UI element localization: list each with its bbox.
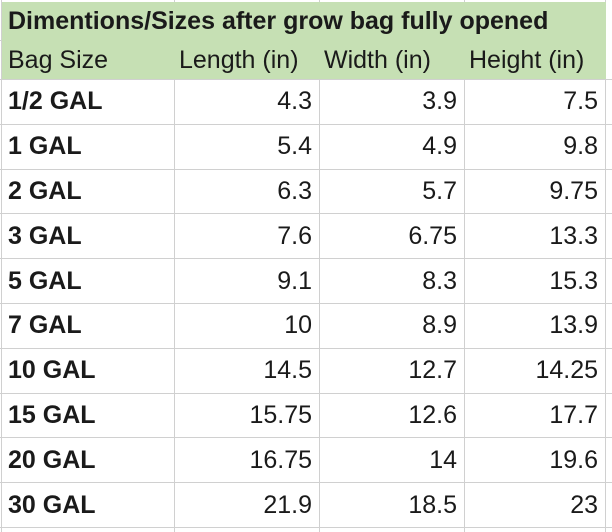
table-row: 15 GAL 15.75 12.6 17.7 <box>0 393 612 439</box>
column-header-width: Width (in) <box>320 41 465 79</box>
grid-sliver-left <box>0 80 2 124</box>
table-row: 1 GAL 5.4 4.9 9.8 <box>0 124 612 170</box>
length-cell: 5.4 <box>175 124 320 169</box>
height-cell: 7.5 <box>465 80 606 124</box>
bag-size-cell: 15 GAL <box>2 393 175 438</box>
grid-sliver-left <box>0 438 2 483</box>
gridline-stub <box>2 0 175 2</box>
height-cell: 9.8 <box>465 124 606 169</box>
table-row: 7 GAL 10 8.9 13.9 <box>0 303 612 349</box>
gridline-stub <box>465 527 606 532</box>
grid-sliver-right <box>606 0 612 2</box>
width-cell: 5.7 <box>320 169 465 214</box>
column-header-length: Length (in) <box>175 41 320 79</box>
length-cell: 7.6 <box>175 214 320 259</box>
height-cell: 15.3 <box>465 259 606 303</box>
grid-sliver-left <box>0 348 2 393</box>
height-cell: 14.25 <box>465 348 606 393</box>
height-cell: 13.9 <box>465 303 606 348</box>
gridline-left-stub <box>0 0 2 2</box>
grid-sliver-right <box>606 2 612 41</box>
bag-size-cell: 5 GAL <box>2 259 175 303</box>
grid-sliver-left <box>0 2 2 41</box>
width-cell: 12.6 <box>320 393 465 438</box>
grid-sliver-left <box>0 169 2 214</box>
table-title: Dimentions/Sizes after grow bag fully op… <box>2 2 606 41</box>
gridline-stub <box>175 527 320 532</box>
length-cell: 14.5 <box>175 348 320 393</box>
width-cell: 3.9 <box>320 80 465 124</box>
bag-size-cell: 1 GAL <box>2 124 175 169</box>
grid-sliver-right <box>606 527 612 532</box>
length-cell: 6.3 <box>175 169 320 214</box>
length-cell: 4.3 <box>175 80 320 124</box>
bag-size-cell: 2 GAL <box>2 169 175 214</box>
bag-size-cell: 20 GAL <box>2 438 175 483</box>
column-header-row: Bag Size Length (in) Width (in) Height (… <box>0 41 612 80</box>
grid-sliver-left <box>0 483 2 527</box>
length-cell: 15.75 <box>175 393 320 438</box>
gridline-stub <box>175 0 320 2</box>
table-row: 30 GAL 21.9 18.5 23 <box>0 483 612 528</box>
height-cell: 13.3 <box>465 214 606 259</box>
table-row: 10 GAL 14.5 12.7 14.25 <box>0 348 612 394</box>
length-cell: 9.1 <box>175 259 320 303</box>
grid-sliver-right <box>606 438 612 483</box>
grid-sliver-top <box>0 0 612 2</box>
width-cell: 8.3 <box>320 259 465 303</box>
table-row: 1/2 GAL 4.3 3.9 7.5 <box>0 80 612 125</box>
width-cell: 4.9 <box>320 124 465 169</box>
width-cell: 12.7 <box>320 348 465 393</box>
table-title-row: Dimentions/Sizes after grow bag fully op… <box>0 2 612 41</box>
grid-sliver-left <box>0 259 2 303</box>
grid-sliver-left <box>0 303 2 348</box>
length-cell: 16.75 <box>175 438 320 483</box>
grid-sliver-left <box>0 393 2 438</box>
gridline-left-stub <box>0 527 2 532</box>
height-cell: 23 <box>465 483 606 527</box>
grid-sliver-right <box>606 169 612 214</box>
grid-sliver-right <box>606 348 612 393</box>
grid-sliver-right <box>606 303 612 348</box>
height-cell: 9.75 <box>465 169 606 214</box>
table-row: 5 GAL 9.1 8.3 15.3 <box>0 259 612 304</box>
column-header-bag-size: Bag Size <box>2 41 175 79</box>
grid-sliver-left <box>0 214 2 259</box>
gridline-stub <box>320 527 465 532</box>
table-row: 20 GAL 16.75 14 19.6 <box>0 438 612 484</box>
bag-size-cell: 30 GAL <box>2 483 175 527</box>
grid-sliver-right <box>606 259 612 303</box>
grid-sliver-right <box>606 393 612 438</box>
bag-size-cell: 3 GAL <box>2 214 175 259</box>
bag-size-cell: 1/2 GAL <box>2 80 175 124</box>
grid-sliver-bottom <box>0 527 612 532</box>
gridline-stub <box>320 0 465 2</box>
length-cell: 10 <box>175 303 320 348</box>
table-row: 3 GAL 7.6 6.75 13.3 <box>0 214 612 260</box>
bag-size-cell: 10 GAL <box>2 348 175 393</box>
grid-sliver-left <box>0 124 2 169</box>
length-cell: 21.9 <box>175 483 320 527</box>
height-cell: 19.6 <box>465 438 606 483</box>
width-cell: 8.9 <box>320 303 465 348</box>
height-cell: 17.7 <box>465 393 606 438</box>
grid-sliver-right <box>606 41 612 79</box>
gridline-stub <box>2 527 175 532</box>
grid-sliver-right <box>606 80 612 124</box>
gridline-stub <box>465 0 606 2</box>
width-cell: 6.75 <box>320 214 465 259</box>
grid-sliver-left <box>0 41 2 79</box>
bag-size-cell: 7 GAL <box>2 303 175 348</box>
width-cell: 14 <box>320 438 465 483</box>
grid-sliver-right <box>606 483 612 527</box>
column-header-height: Height (in) <box>465 41 606 79</box>
grid-sliver-right <box>606 124 612 169</box>
table-row: 2 GAL 6.3 5.7 9.75 <box>0 169 612 215</box>
width-cell: 18.5 <box>320 483 465 527</box>
grid-sliver-right <box>606 214 612 259</box>
